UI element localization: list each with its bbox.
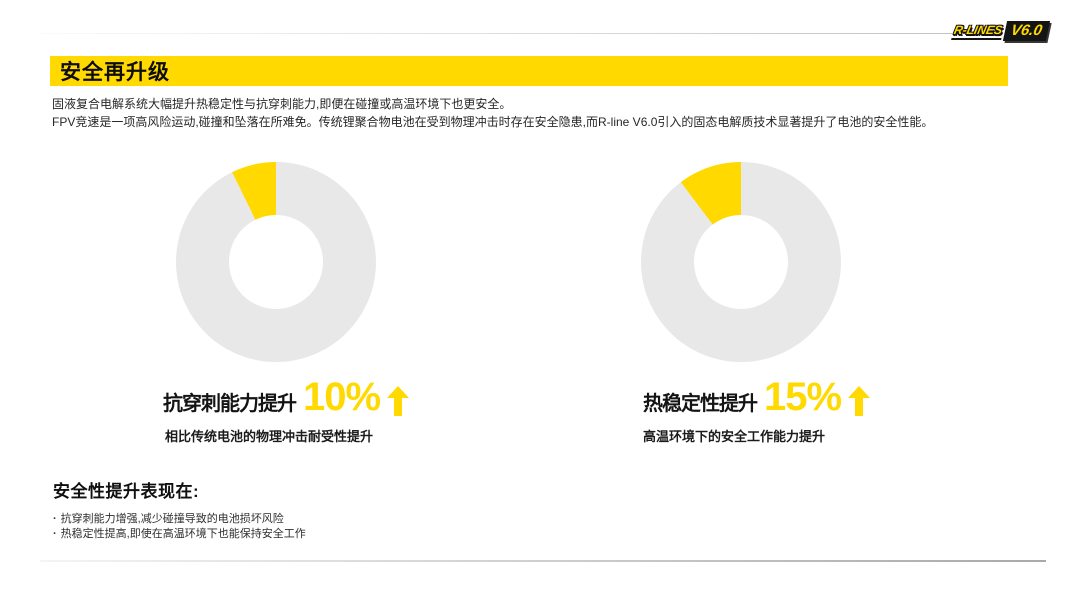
brand-logo: R-LINES V6.0: [950, 19, 1050, 43]
bottom-divider-line: [40, 560, 1046, 562]
summary-section: 安全性提升表现在: · 抗穿刺能力增强,减少碰撞导致的电池损坏风险 · 热稳定性…: [53, 477, 306, 542]
stat-label: 抗穿刺能力提升: [163, 393, 297, 415]
bullet-text: 热稳定性提高,即使在高温环境下也能保持安全工作: [60, 528, 306, 540]
donut-chart-puncture-resistance: [176, 162, 376, 362]
up-arrow-icon: [387, 386, 410, 416]
stat-value: 15%: [764, 375, 842, 419]
bullet-marker: ·: [53, 513, 57, 525]
brand-logo-version: V6.0: [1002, 21, 1050, 41]
intro-line-1: 固液复合电解系统大幅提升热稳定性与抗穿刺能力,即便在碰撞或高温环境下也更安全。: [52, 97, 512, 111]
stat-caption-puncture: 相比传统电池的物理冲击耐受性提升: [165, 429, 374, 444]
top-divider-line: [38, 33, 965, 34]
intro-line-2: FPV竞速是一项高风险运动,碰撞和坠落在所难免。传统锂聚合物电池在受到物理冲击时…: [52, 114, 934, 129]
section-title-bar: 安全再升级: [50, 56, 1008, 86]
stat-thermal-stability: 热稳定性提升 15%: [643, 375, 871, 419]
summary-heading: 安全性提升表现在:: [53, 482, 200, 501]
brand-logo-text: R-LINES: [951, 22, 1005, 40]
bullet-marker: ·: [53, 528, 57, 540]
stat-caption-thermal: 高温环境下的安全工作能力提升: [643, 429, 826, 444]
list-item: · 热稳定性提高,即使在高温环境下也能保持安全工作: [53, 527, 306, 542]
list-item: · 抗穿刺能力增强,减少碰撞导致的电池损坏风险: [53, 512, 306, 527]
donut-chart-thermal-stability: [641, 162, 841, 362]
stat-label: 热稳定性提升: [643, 393, 758, 415]
bullet-text: 抗穿刺能力增强,减少碰撞导致的电池损坏风险: [60, 513, 284, 525]
up-arrow-icon: [848, 386, 871, 416]
stat-puncture-resistance: 抗穿刺能力提升 10%: [163, 375, 410, 419]
intro-paragraphs: 固液复合电解系统大幅提升热稳定性与抗穿刺能力,即便在碰撞或高温环境下也更安全。 …: [52, 96, 1032, 131]
stat-value: 10%: [303, 375, 381, 419]
page-title: 安全再升级: [60, 61, 170, 84]
